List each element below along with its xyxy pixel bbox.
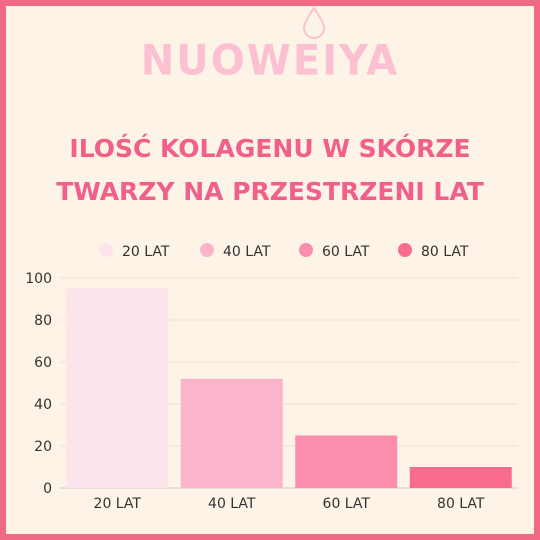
legend-marker (99, 243, 113, 257)
y-tick-label: 20 (34, 439, 52, 455)
legend-marker (398, 243, 412, 257)
y-tick-label: 0 (43, 481, 52, 497)
legend-label: 40 LAT (223, 244, 271, 260)
legend-label: 60 LAT (322, 244, 370, 260)
legend-label: 20 LAT (122, 244, 170, 260)
y-tick-label: 100 (25, 271, 52, 287)
y-tick-label: 40 (34, 397, 52, 413)
chart-title-line-2: TWARZY NA PRZESTRZENI LAT (56, 177, 484, 206)
x-tick-label: 80 LAT (437, 496, 485, 512)
x-tick-label: 60 LAT (323, 496, 371, 512)
bar (180, 378, 283, 488)
bar (409, 467, 512, 488)
water-drop-icon (302, 6, 326, 39)
x-tick-label: 40 LAT (208, 496, 256, 512)
chart-title: ILOŚĆ KOLAGENU W SKÓRZE TWARZY NA PRZEST… (0, 127, 540, 213)
bar (66, 288, 169, 488)
chart-title-line-1: ILOŚĆ KOLAGENU W SKÓRZE (69, 134, 471, 163)
x-tick-label: 20 LAT (94, 496, 142, 512)
y-tick-label: 60 (34, 355, 52, 371)
bar (295, 435, 398, 488)
brand-logo: NUOWEIYA (140, 36, 400, 86)
y-tick-label: 80 (34, 313, 52, 329)
legend-marker (200, 243, 214, 257)
legend-label: 80 LAT (421, 244, 469, 260)
legend-marker (299, 243, 313, 257)
